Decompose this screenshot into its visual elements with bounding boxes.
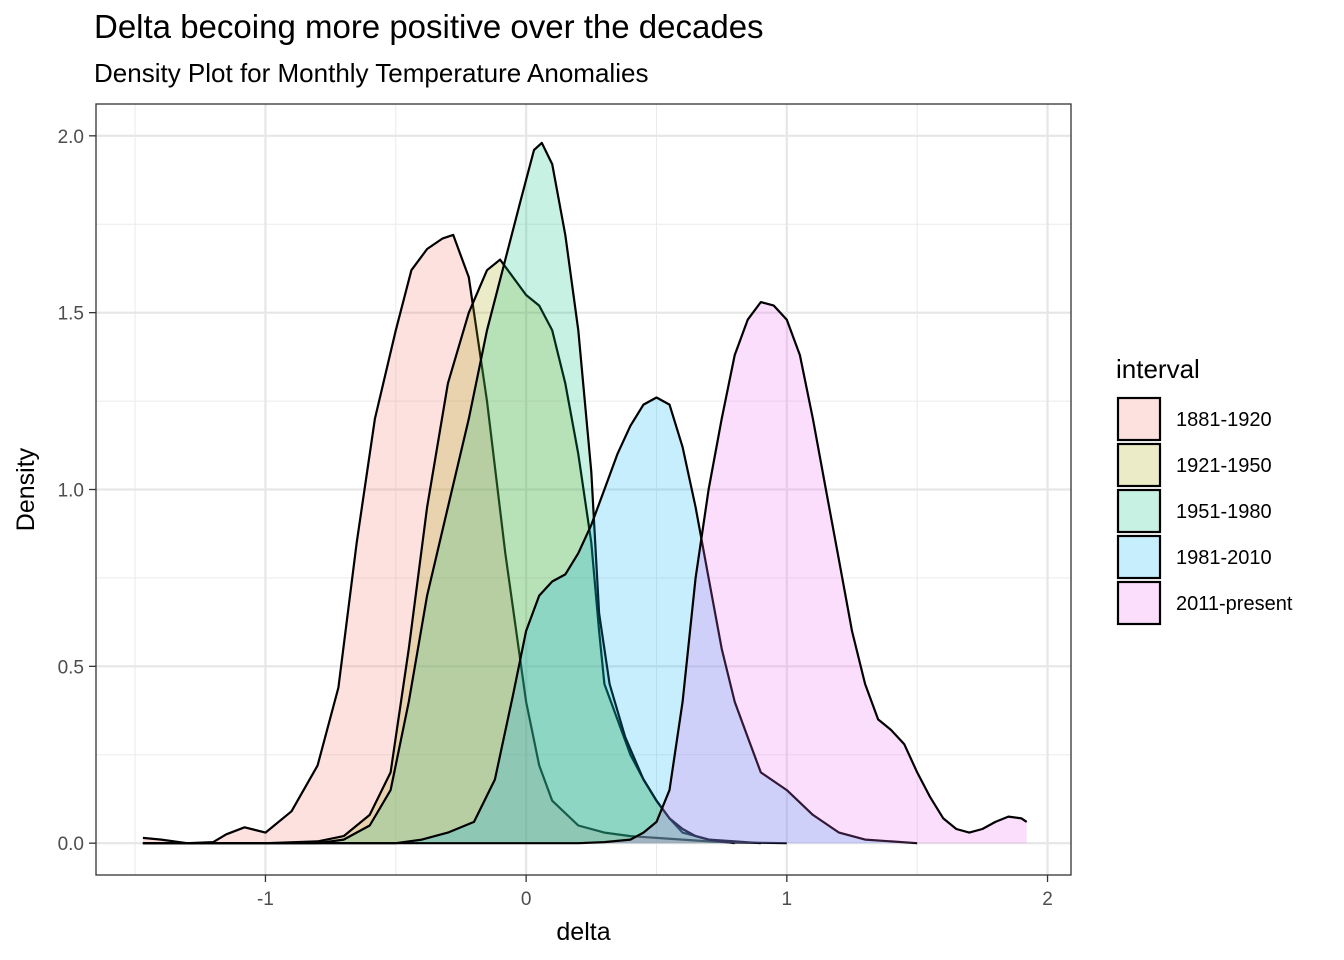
legend-key bbox=[1116, 396, 1162, 442]
legend-key-bg bbox=[1118, 490, 1160, 532]
density-areas bbox=[142, 141, 1028, 845]
chart-title: Delta becoing more positive over the dec… bbox=[94, 8, 764, 45]
legend-key-bg bbox=[1118, 398, 1160, 440]
legend-label: 1981-2010 bbox=[1176, 547, 1272, 569]
y-tick-label: 0.5 bbox=[58, 657, 84, 678]
legend-key bbox=[1116, 580, 1162, 626]
density-line-1881-1920 bbox=[142, 233, 787, 845]
y-tick-label: 1.0 bbox=[58, 481, 84, 502]
density-line-1981-2010 bbox=[142, 396, 918, 845]
x-tick-label: -1 bbox=[257, 889, 274, 910]
x-axis-title: delta bbox=[556, 918, 610, 946]
legend-title: interval bbox=[1116, 354, 1200, 384]
y-tick-label: 0.0 bbox=[58, 834, 84, 855]
legend-key-bg bbox=[1118, 582, 1160, 624]
chart-subtitle: Density Plot for Monthly Temperature Ano… bbox=[94, 58, 649, 88]
x-tick-label: 1 bbox=[782, 889, 793, 910]
legend-key bbox=[1116, 488, 1162, 534]
density-line-1951-1980 bbox=[142, 141, 735, 845]
legend-label: 1951-1980 bbox=[1176, 501, 1272, 523]
legend-key bbox=[1116, 442, 1162, 488]
density-area-1921-1950 bbox=[142, 259, 761, 844]
density-area-1951-1980 bbox=[142, 142, 735, 844]
density-line-2011-present bbox=[142, 301, 1028, 845]
legend-key-bg bbox=[1118, 536, 1160, 578]
density-area-1881-1920 bbox=[142, 234, 787, 844]
legend-key-bg bbox=[1118, 444, 1160, 486]
y-axis: 0.0 0.5 1.0 1.5 2.0 bbox=[58, 127, 96, 855]
x-tick-label: 2 bbox=[1042, 889, 1053, 910]
x-axis: -1 0 1 2 bbox=[257, 875, 1053, 910]
legend-label: 1921-1950 bbox=[1176, 455, 1272, 477]
legend-label: 2011-present bbox=[1176, 593, 1293, 615]
x-tick-label: 0 bbox=[521, 889, 532, 910]
density-area-2011-present bbox=[142, 302, 1027, 844]
y-axis-title: Density bbox=[12, 447, 40, 531]
legend-label: 1881-1920 bbox=[1176, 409, 1272, 431]
y-tick-label: 2.0 bbox=[58, 127, 84, 148]
legend: interval 1881-1920 1921-1950 1951-1980 1981… bbox=[1116, 354, 1293, 626]
legend-key bbox=[1116, 534, 1162, 580]
y-tick-label: 1.5 bbox=[58, 304, 84, 325]
